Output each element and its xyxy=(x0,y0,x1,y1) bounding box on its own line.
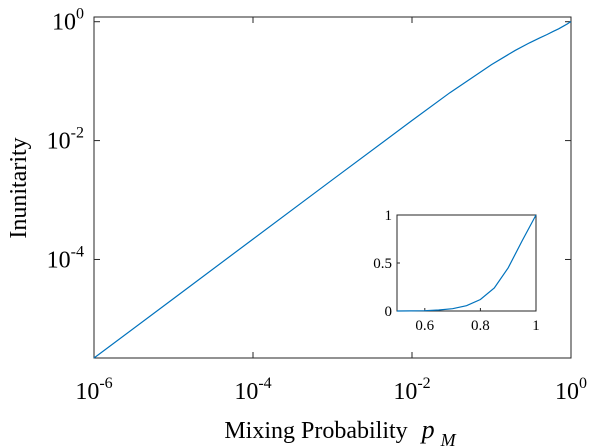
inset-y-tick-label: 0.5 xyxy=(373,256,392,272)
inset-plot: 0.6 0.8 1 0 0.5 1 xyxy=(373,208,540,334)
y-tick-label-base: 10 xyxy=(52,10,76,36)
x-axis-label-symbol: p xyxy=(420,415,435,444)
main-series-line xyxy=(93,21,572,359)
x-tick-label: 10-6 xyxy=(75,375,112,405)
x-axis-label: Mixing Probability p M xyxy=(224,415,456,447)
x-tick-label-exponent: 0 xyxy=(579,375,587,392)
inset-x-tick-label: 1 xyxy=(532,318,540,334)
x-tick-label: 10-2 xyxy=(393,375,430,405)
inset-x-tick-label: 0.6 xyxy=(415,318,434,334)
x-tick-label-base: 10 xyxy=(555,379,579,405)
y-tick-label: 100 xyxy=(52,6,84,36)
x-tick-label-exponent: -4 xyxy=(258,375,271,392)
y-tick-label-exponent: 0 xyxy=(76,6,84,23)
inset-frame xyxy=(396,214,537,312)
y-tick-label: 10-2 xyxy=(47,125,84,155)
x-axis-label-subscript: M xyxy=(440,430,457,447)
x-axis-label-text: Mixing Probability xyxy=(224,418,407,444)
inset-x-tick-label: 0.8 xyxy=(471,318,490,334)
x-tick-label-exponent: -2 xyxy=(417,375,430,392)
y-tick-label-exponent: -4 xyxy=(71,243,84,260)
x-tick-label-base: 10 xyxy=(393,379,417,405)
y-axis-label: Inunitarity xyxy=(6,137,32,238)
x-tick-label-exponent: -6 xyxy=(99,375,112,392)
x-tick-label-base: 10 xyxy=(234,379,258,405)
x-tick-label: 100 xyxy=(555,375,587,405)
inset-y-tick-label: 0 xyxy=(385,304,393,320)
y-tick-label: 10-4 xyxy=(47,243,84,273)
x-tick-label-base: 10 xyxy=(75,379,99,405)
y-tick-label-base: 10 xyxy=(47,129,71,155)
inset-series-line xyxy=(396,214,537,312)
inset-y-tick-label: 1 xyxy=(385,208,393,224)
main-plot-frame xyxy=(93,16,572,359)
y-tick-label-base: 10 xyxy=(47,247,71,273)
y-tick-label-exponent: -2 xyxy=(71,125,84,142)
x-tick-label: 10-4 xyxy=(234,375,271,405)
